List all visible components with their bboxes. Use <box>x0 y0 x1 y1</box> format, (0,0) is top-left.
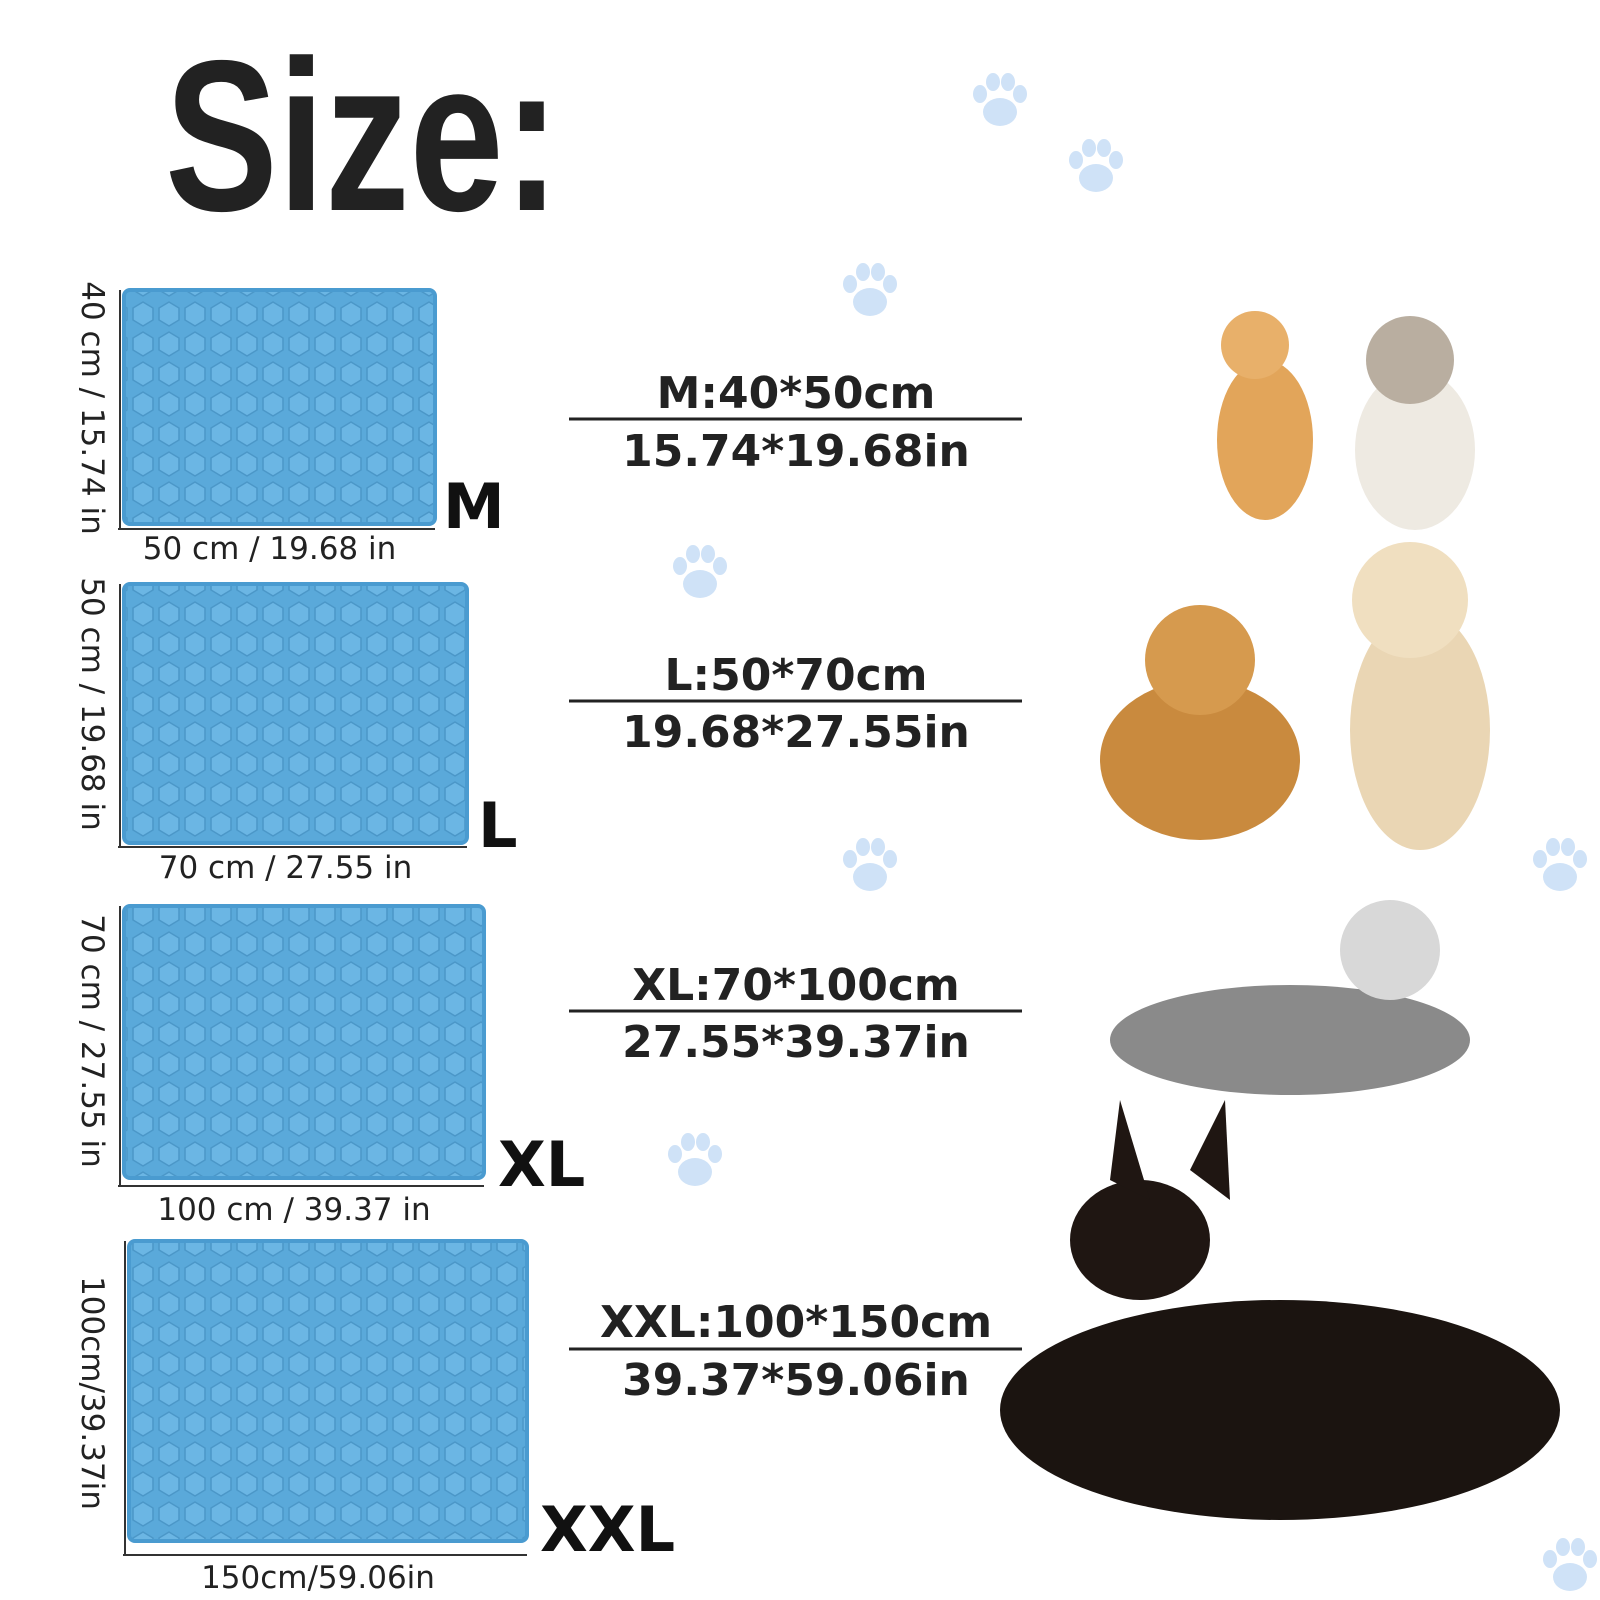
imperial-size: 15.74*19.68in <box>622 426 970 477</box>
metric-size: M:40*50cm <box>657 368 936 419</box>
size-label: XL <box>498 1128 585 1201</box>
imperial-size: 19.68*27.55in <box>622 707 970 758</box>
width-label: 100 cm / 39.37 in <box>157 1192 430 1228</box>
metric-size: L:50*70cm <box>664 650 927 701</box>
imperial-size: 27.55*39.37in <box>622 1017 970 1068</box>
mat <box>127 1239 529 1543</box>
size-label: XXL <box>540 1493 675 1566</box>
height-label: 70 cm / 27.55 in <box>74 914 110 1168</box>
height-label: 100cm/39.37in <box>74 1276 110 1510</box>
metric-size: XL:70*100cm <box>632 960 960 1011</box>
size-label: L <box>478 789 518 862</box>
mat <box>122 288 437 526</box>
animal-illustrations <box>1000 311 1560 1520</box>
size-list: 50 cm / 19.68 in 40 cm / 15.74 in M M:40*50… <box>74 281 1022 1596</box>
size-label: M <box>443 470 505 543</box>
title: Size: <box>165 15 560 256</box>
height-label: 50 cm / 19.68 in <box>74 577 110 831</box>
imperial-size: 39.37*59.06in <box>622 1355 970 1406</box>
width-label: 50 cm / 19.68 in <box>143 531 397 567</box>
height-label: 40 cm / 15.74 in <box>74 281 110 535</box>
width-label: 150cm/59.06in <box>201 1560 435 1596</box>
width-label: 70 cm / 27.55 in <box>159 850 413 886</box>
mat <box>122 582 469 845</box>
metric-size: XXL:100*150cm <box>600 1297 992 1348</box>
mat <box>122 904 486 1180</box>
